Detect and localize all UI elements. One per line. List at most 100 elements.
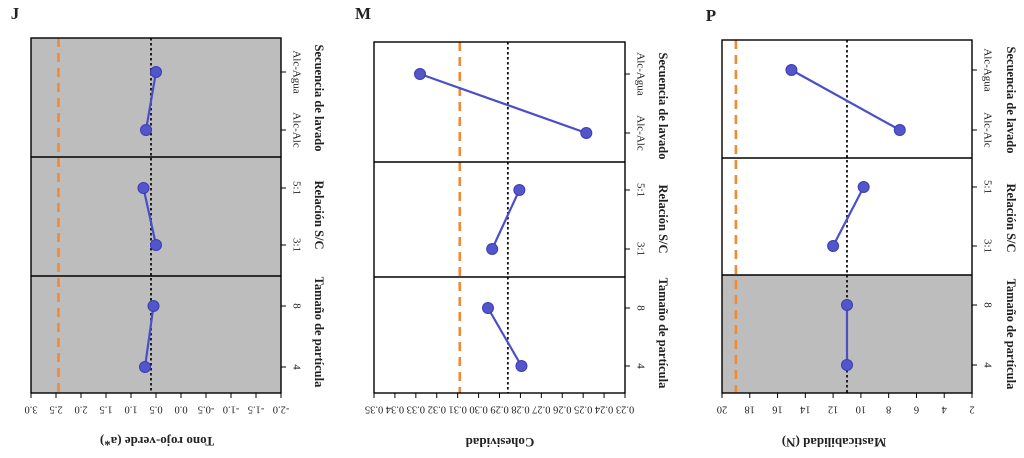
panel-J-data-point (137, 182, 150, 194)
panel-P-level-label: 5:1 (981, 180, 993, 194)
panel-P-y-tick-label: 12 (828, 404, 839, 415)
panel-J-level-label: 4 (290, 364, 302, 370)
panel-P-y-tick-label: 18 (745, 404, 756, 415)
panel-P-data-point (841, 299, 853, 311)
panel-M-y-tick-label: 0.31 (448, 404, 466, 415)
panel-P-data-point (841, 359, 853, 371)
panel-M-y-tick-label: 0.35 (365, 404, 383, 415)
panel-M-data-point (513, 184, 526, 196)
panel-M-y-tick-label: 0.30 (469, 404, 487, 415)
panel-J-group-label-0: Tamaño de partícula (312, 277, 326, 388)
panel-P-y-tick-label: 8 (886, 404, 891, 415)
panel-M-y-tick-label: 0.26 (553, 404, 571, 415)
panel-J-y-tick-label: -2.0 (273, 404, 290, 415)
panel-M-data-point (481, 302, 494, 314)
panel-M-level-label: 3:1 (634, 242, 646, 256)
panel-J-group-label-1: Relación S/C (312, 180, 326, 249)
panel-P-y-tick-label: 10 (856, 404, 867, 415)
panel-J-y-tick-label: 1.0 (124, 404, 137, 415)
panel-P-y-tick-label: 4 (941, 404, 947, 415)
panel-P-series-line (832, 186, 865, 247)
panel-J-data-point (147, 300, 160, 312)
panel-M-group-label-1: Relación S/C (656, 184, 670, 253)
panel-P-y-tick-label: 16 (772, 404, 783, 415)
panel-J-group-label-2: Secuencia de lavado (312, 45, 326, 152)
panel-M-y-tick-label: 0.24 (594, 404, 613, 415)
panel-J-group-bg (31, 276, 281, 393)
panel-J: 3.0 2.5 2.0 1.5 1.0 0.5 0.0 -0.5 -1.0 -1.5 -2.0 4 8 3… (11, 4, 326, 449)
panel-J-level-label: 5:1 (290, 181, 302, 195)
panel-M-level-label: 8 (634, 305, 646, 311)
panel-J-series-line (144, 71, 158, 131)
panel-M-level-label: 4 (634, 363, 646, 369)
panel-M-data-point (580, 127, 593, 139)
panel-J-y-tick-label: 1.5 (99, 404, 112, 415)
panel-M-data-point (414, 68, 427, 80)
panel-M-group-label-2: Secuencia de lavado (656, 53, 670, 160)
panel-J-level-label: Alc-Alc (290, 112, 302, 148)
panel-P-y-tick-label: 6 (914, 404, 919, 415)
panel-P-letter: P (706, 6, 716, 25)
panel-P: 20 18 16 14 12 10 8 6 4 2483:15:1Alc-AlcAlc-Agua … (706, 6, 1018, 450)
panel-J-y-tick-label: 2.0 (74, 404, 87, 415)
panel-P-group-label-0: Tamaño de partícula (1004, 279, 1018, 390)
panel-J-level-label: 3:1 (290, 238, 302, 252)
panel-J-data-point (140, 124, 152, 136)
panel-M-y-tick-label: 0.23 (616, 404, 634, 415)
panel-M-level-label: 5:1 (634, 183, 646, 197)
panel-P-group-label-2: Secuencia de lavado (1004, 47, 1018, 154)
panel-J-group-bg (31, 157, 281, 276)
panel-M-level-label: Alc-Alc (634, 115, 646, 151)
panel-M-y-tick-label: 0.34 (385, 404, 404, 415)
panel-P-level-label: Alc-Alc (981, 112, 993, 148)
panel-J-y-tick-label: -1.5 (248, 404, 265, 415)
panel-M-data-point (515, 360, 528, 372)
panel-J-letter: J (11, 4, 20, 23)
panel-P-level-label: 4 (981, 362, 993, 368)
panel-J-y-tick-label: 2.5 (49, 404, 62, 415)
panel-P-plot: 20 18 16 14 12 10 8 6 4 2 4 8 3:1 5:1 Alc-Alc Alc-Agua (717, 39, 993, 415)
panel-J-series-line (142, 187, 158, 246)
panel-M-series-line (491, 189, 521, 250)
panel-M-y-tick-label: 0.32 (428, 404, 446, 415)
panel-M-data-point (486, 243, 499, 255)
panel-P-data-point (785, 64, 798, 76)
panel-P-y-tick-label: 14 (799, 404, 810, 415)
panel-J-y-tick-label: 0.5 (149, 404, 162, 415)
panel-J-ylabel: Tono rojo-verde (a*) (100, 434, 214, 449)
panel-M-y-tick-label: 0.29 (490, 404, 508, 415)
panel-M-y-tick-label: 0.28 (511, 404, 529, 415)
panel-P-series-line (790, 69, 901, 131)
panel-M-series-line (487, 307, 523, 367)
panel-M-group-label-0: Tamaño de partícula (656, 278, 670, 389)
panel-M-plot: 0.35 0.34 0.33 0.32 0.31 0.30 0.29 0.28 0.27 0.26… (365, 41, 646, 415)
panel-P-y-tick-label: 2 (969, 404, 974, 415)
panel-J-plot: 3.0 2.5 2.0 1.5 1.0 0.5 0.0 -0.5 -1.0 -1.5 -2.0 4 8 3… (24, 37, 302, 415)
panel-M-letter: M (355, 4, 371, 23)
panel-P-level-label: 8 (981, 302, 993, 308)
panel-P-y-tick-label: 20 (717, 404, 728, 415)
panel-M-series-line (419, 72, 587, 135)
panel-J-level-label: 8 (290, 303, 302, 309)
panel-M-y-tick-label: 0.27 (532, 404, 550, 415)
panel-P-level-label: Alc-Agua (981, 48, 993, 91)
panel-P-group-bg (722, 40, 972, 158)
panel-P-ylabel: Masticabilidad (N) (782, 435, 886, 450)
panel-J-y-tick-label: 0.0 (174, 404, 187, 415)
panel-M: 0.35 0.34 0.33 0.32 0.31 0.30 0.29 0.28 0.27 0.26… (355, 4, 670, 450)
panel-P-data-point (893, 124, 906, 136)
panel-M-group-bg (374, 162, 625, 277)
panel-M-level-label: Alc-Agua (634, 52, 646, 95)
panel-P-group-label-1: Relación S/C (1004, 183, 1018, 252)
panel-J-level-label: Alc-Agua (290, 50, 302, 93)
panel-P-data-point (827, 240, 840, 252)
panel-M-ylabel: Cohesividad (465, 435, 534, 450)
panel-P-frame (721, 39, 973, 394)
panel-M-group-bg (374, 277, 625, 393)
panel-P-data-point (857, 181, 870, 193)
panel-J-data-point (150, 66, 162, 78)
panel-J-data-point (150, 239, 162, 251)
panel-J-group-bg (31, 38, 281, 157)
panel-J-data-point (139, 361, 151, 373)
